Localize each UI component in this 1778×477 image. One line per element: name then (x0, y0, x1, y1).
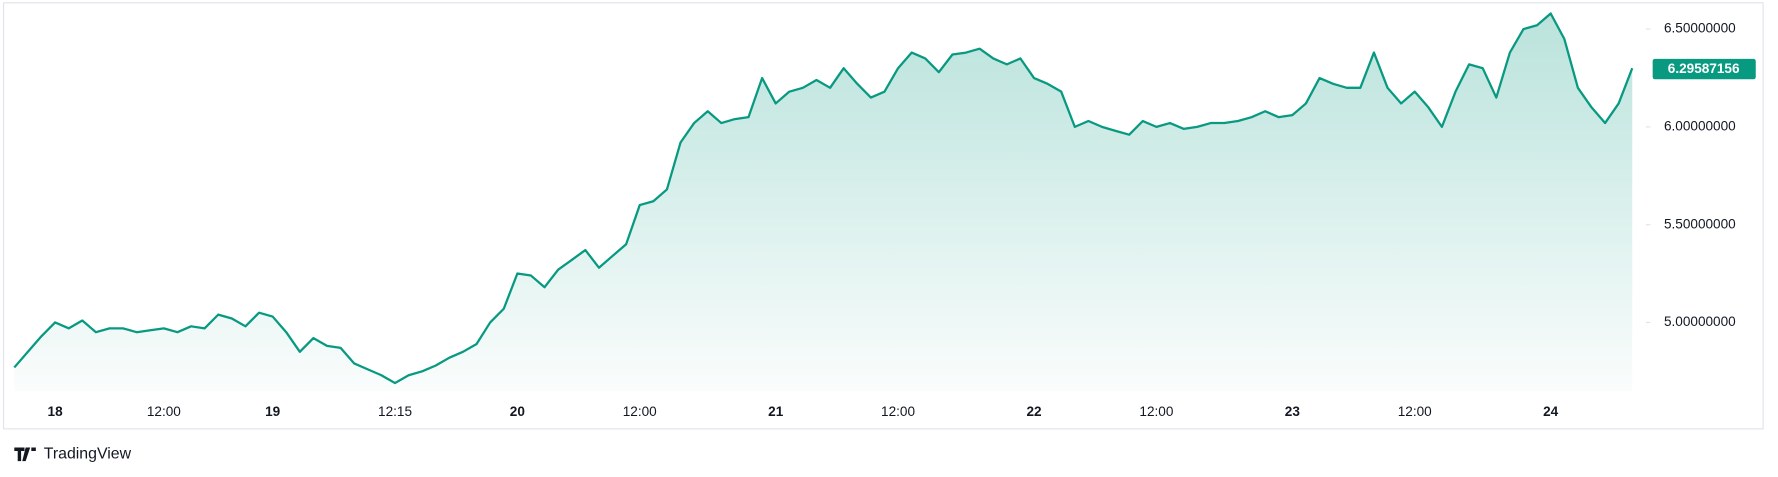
logo: TradingView (14, 446, 132, 463)
x-tick-label: 20 (510, 404, 525, 419)
y-tick-label: 6.50000000 (1664, 21, 1736, 36)
x-tick-label: 22 (1026, 404, 1042, 419)
area-fill (14, 13, 1633, 391)
x-tick-label: 12:00 (623, 404, 657, 419)
y-tick-label: 6.00000000 (1664, 118, 1736, 133)
chart-frame (2, 2, 1764, 430)
price-badge (1652, 58, 1756, 80)
price-line (13, 12, 1634, 385)
x-tick-label: 19 (265, 404, 281, 419)
x-tick-label: 18 (48, 404, 64, 419)
x-tick-label: 12:00 (147, 404, 181, 419)
price-badge-label: 6.29587156 (1668, 61, 1740, 76)
branding: TradingView (44, 446, 132, 463)
x-tick-label: 24 (1543, 404, 1559, 419)
x-tick-label: 23 (1285, 404, 1301, 419)
y-tick-label: 5.50000000 (1664, 216, 1736, 231)
plot: 5.00000000 5.50000000 6.00000000 6.50000000… (13, 12, 1756, 419)
x-tick-label: 12:00 (881, 404, 915, 419)
x-tick-label: 21 (768, 404, 784, 419)
y-tick-label: 5.00000000 (1664, 314, 1736, 329)
x-tick-label: 12:00 (1139, 404, 1173, 419)
logo-icon (14, 447, 36, 462)
x-tick-label: 12:00 (1398, 404, 1432, 419)
x-tick-label: 12:15 (378, 404, 412, 419)
